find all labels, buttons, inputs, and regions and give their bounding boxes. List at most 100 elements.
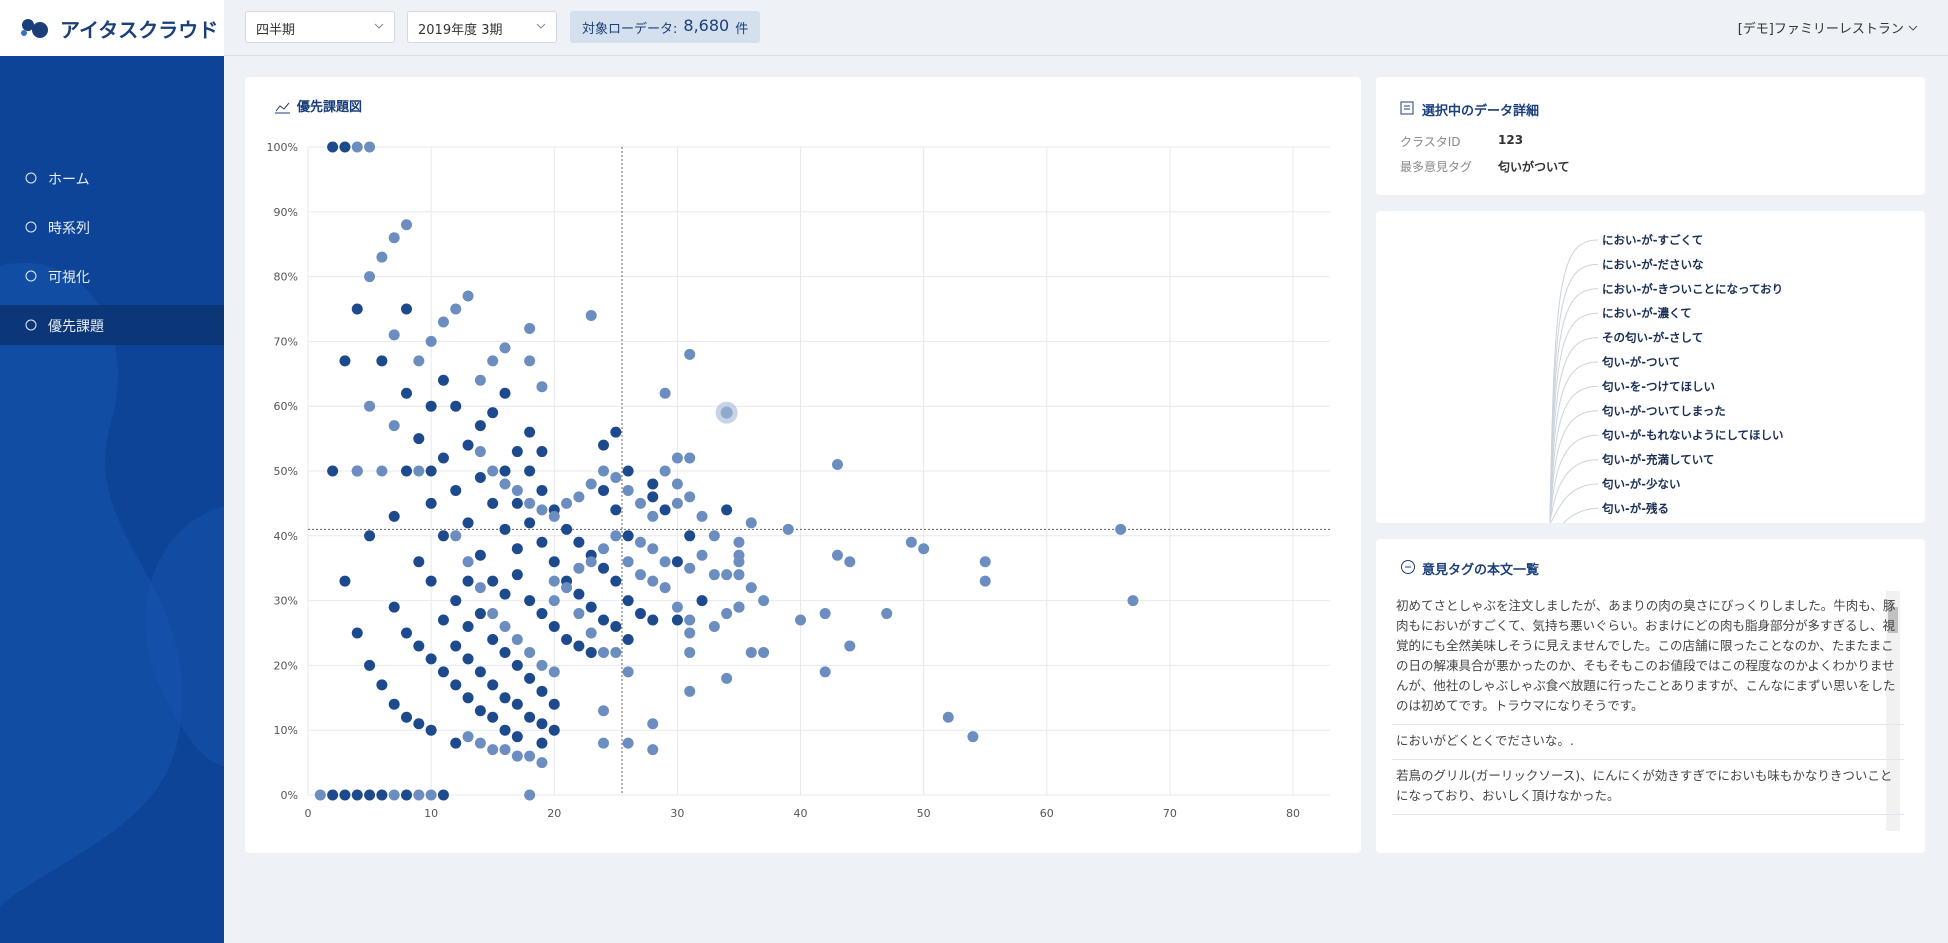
period-type-dropdown[interactable]: 四半期 [245, 11, 395, 43]
nav-item[interactable]: 可視化 [0, 256, 224, 296]
point [548, 666, 560, 678]
point [425, 724, 437, 736]
point [548, 595, 560, 607]
point [598, 737, 610, 749]
chevron [374, 23, 384, 29]
point [844, 640, 856, 652]
selected-point[interactable] [720, 406, 733, 419]
point [647, 543, 659, 555]
nav-item[interactable]: ホーム [0, 158, 224, 198]
point [499, 692, 511, 704]
point [684, 491, 696, 503]
y-tick-label: 70% [274, 335, 298, 348]
point [548, 510, 560, 522]
point [376, 251, 388, 263]
point [610, 621, 622, 633]
point [425, 400, 437, 412]
panel-title: 選択中のデータ詳細 [1422, 104, 1540, 119]
point [758, 595, 770, 607]
point [745, 517, 757, 529]
point [708, 569, 720, 581]
point [364, 400, 376, 412]
point [511, 446, 523, 458]
point [979, 575, 991, 587]
x-tick-label: 50 [917, 807, 931, 820]
point [733, 556, 745, 568]
point [511, 543, 523, 555]
point [437, 666, 449, 678]
point [351, 789, 363, 801]
point [388, 698, 400, 710]
point [647, 478, 659, 490]
text-item: 若鳥のグリル(ガーリックソース)、にんにくが効きすぎでにおいも味もかなりきついこ… [1392, 760, 1904, 815]
point [524, 672, 536, 684]
logo[interactable]: アイタスクラウド [0, 0, 224, 56]
point [524, 465, 536, 477]
point [659, 465, 671, 477]
point [425, 653, 437, 665]
point [437, 452, 449, 464]
point [634, 608, 646, 620]
nav-icon [25, 270, 37, 282]
nav-item[interactable]: 優先課題 [0, 305, 224, 345]
scrollbar[interactable] [1886, 591, 1900, 831]
point [511, 750, 523, 762]
point [536, 381, 548, 393]
tree-link [1549, 483, 1599, 523]
point [585, 478, 597, 490]
period-dropdown[interactable]: 2019年度 3期 [407, 11, 557, 43]
point [942, 711, 954, 723]
nav-label: ホーム [48, 172, 90, 188]
point [474, 666, 486, 678]
point [622, 556, 634, 568]
store-menu[interactable]: [デモ]ファミリーレストラン [1738, 18, 1918, 37]
y-tick-label: 0% [281, 789, 298, 802]
point [487, 744, 499, 756]
point [388, 510, 400, 522]
nav-icon [25, 221, 37, 233]
point [561, 523, 573, 535]
point [450, 303, 462, 315]
point [536, 718, 548, 730]
point [511, 731, 523, 743]
point [684, 452, 696, 464]
point [536, 757, 548, 769]
point [474, 582, 486, 594]
point [758, 646, 770, 658]
x-tick-label: 20 [547, 807, 561, 820]
point [671, 452, 683, 464]
scroll-thumb[interactable] [1888, 607, 1898, 633]
chart: 優先課題図 0% 10% 20% 30% 40% 50% 60% 70% 80% 90% 100% 0 1… [267, 99, 1330, 820]
point [585, 309, 597, 321]
point [598, 562, 610, 574]
point [499, 465, 511, 477]
point [561, 633, 573, 645]
point [401, 465, 413, 477]
point [462, 517, 474, 529]
point [474, 420, 486, 432]
point [450, 400, 462, 412]
point [585, 627, 597, 639]
point [524, 497, 536, 509]
logo-text: アイタスクラウド [60, 17, 219, 42]
point [647, 744, 659, 756]
point [339, 355, 351, 367]
tree-label: におい-が-すごくて [1602, 233, 1703, 247]
point [745, 582, 757, 594]
point [474, 374, 486, 386]
point [647, 575, 659, 587]
point [598, 465, 610, 477]
point [413, 640, 425, 652]
point [425, 335, 437, 347]
point [462, 621, 474, 633]
point [462, 653, 474, 665]
point [573, 640, 585, 652]
point [462, 439, 474, 451]
detail-key: クラスタID [1400, 135, 1461, 149]
chart-panel: 優先課題図 0% 10% 20% 30% 40% 50% 60% 70% 80% 90% 100% 0 1… [245, 77, 1361, 853]
point [536, 504, 548, 516]
point [548, 621, 560, 633]
point [524, 517, 536, 529]
point [548, 575, 560, 587]
nav-item[interactable]: 時系列 [0, 207, 224, 247]
